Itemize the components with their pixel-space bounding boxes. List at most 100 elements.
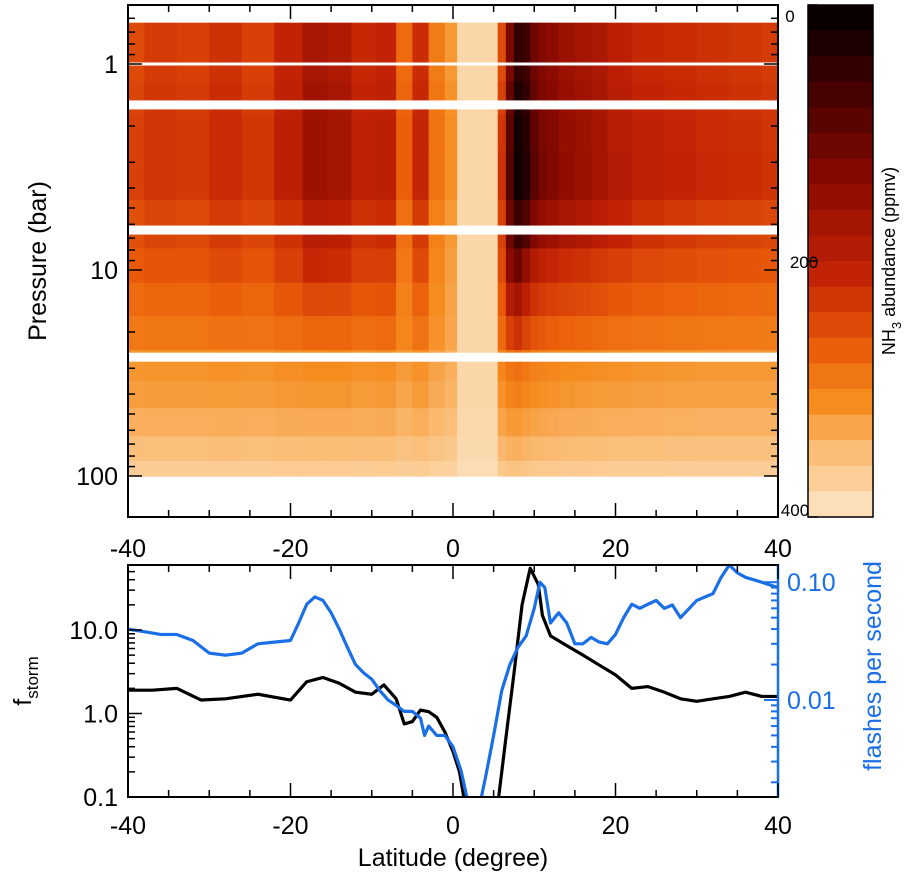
heatmap-cell [465, 56, 474, 82]
bottom-x-tick-label: -20 [272, 812, 308, 840]
heatmap-cell [128, 381, 145, 409]
heatmap-cell [144, 114, 178, 152]
heatmap-cell [546, 56, 560, 82]
heatmap-cell [489, 316, 499, 351]
colorbar-step [808, 209, 873, 236]
heatmap-cell [444, 81, 458, 115]
heatmap-cell [176, 81, 210, 115]
heatmap-cell [428, 56, 446, 82]
heatmap-cell [574, 381, 592, 409]
heatmap-cell [530, 350, 539, 382]
heatmap-cell [558, 408, 576, 437]
heatmap-cell [428, 460, 446, 477]
heatmap-cell [327, 199, 353, 250]
heatmap-cell [241, 56, 275, 82]
heatmap-cell [574, 316, 592, 351]
colorbar-step [808, 465, 873, 492]
heatmap-cell [327, 248, 353, 284]
heatmap-cell [144, 151, 178, 201]
heatmap-cell [144, 436, 178, 462]
heatmap-cell [351, 22, 377, 57]
heatmap-cell [209, 151, 243, 201]
colorbar-step [808, 491, 873, 518]
heatmap-cell [465, 199, 474, 250]
heatmap-cell [302, 22, 328, 57]
heatmap-cell [513, 381, 523, 409]
heatmap-cell [327, 436, 353, 462]
heatmap-cell [327, 282, 353, 317]
heatmap-cell [497, 151, 507, 201]
heatmap-cell [302, 114, 328, 152]
heatmap-cell [396, 316, 413, 351]
heatmap-cell [144, 381, 178, 409]
heatmap-cell [591, 381, 608, 409]
heatmap-cell [396, 381, 413, 409]
heatmap-cell [761, 248, 778, 284]
heatmap-cell [513, 151, 523, 201]
top-y-tick-label: 10 [90, 257, 118, 285]
heatmap-cell [497, 381, 507, 409]
heatmap-cell [412, 436, 430, 462]
heatmap-cell [457, 56, 466, 82]
heatmap-cell [412, 22, 430, 57]
bottom-x-tick-label: -40 [110, 812, 146, 840]
heatmap-cell [481, 381, 491, 409]
heatmap-cell [664, 248, 698, 284]
heatmap-cell [631, 282, 665, 317]
heatmap-cell [428, 316, 446, 351]
heatmap-cell [761, 22, 778, 57]
heatmap-cell [481, 460, 491, 477]
heatmap-cell [631, 460, 665, 477]
heatmap-cell [375, 316, 397, 351]
heatmap-cell [176, 316, 210, 351]
heatmap-cell [375, 56, 397, 82]
heatmap-cell [176, 22, 210, 57]
bottom-left-axis-label-sub: storm [23, 656, 42, 699]
heatmap-cell [176, 114, 210, 152]
heatmap-cell [505, 56, 515, 82]
heatmap-cell [696, 408, 730, 437]
heatmap-cell [473, 408, 483, 437]
heatmap-cell [664, 151, 698, 201]
heatmap-cell [396, 199, 413, 250]
heatmap-cell [513, 408, 523, 437]
heatmap-cell [489, 381, 499, 409]
heatmap-cell [351, 56, 377, 82]
heatmap-cell [176, 151, 210, 201]
heatmap-cell [530, 316, 539, 351]
bottom-right-axis-label: flashes per second [859, 561, 887, 771]
heatmap-cell [546, 282, 560, 317]
heatmap-cell [607, 114, 633, 152]
heatmap-cell [473, 316, 483, 351]
heatmap-cell [457, 436, 466, 462]
heatmap-cell [761, 282, 778, 317]
nh3-heatmap [128, 22, 778, 477]
heatmap-cell [302, 248, 328, 284]
heatmap-cell [591, 460, 608, 477]
heatmap-cell [761, 199, 778, 250]
heatmap-cell [522, 436, 531, 462]
heatmap-cell [538, 81, 548, 115]
heatmap-cell [481, 316, 491, 351]
bottom-x-tick-label: 40 [764, 812, 792, 840]
heatmap-cell [574, 81, 592, 115]
heatmap-cell [444, 316, 458, 351]
heatmap-cell [591, 56, 608, 82]
heatmap-cell [274, 81, 304, 115]
heatmap-cell [538, 56, 548, 82]
heatmap-cell [428, 436, 446, 462]
heatmap-cell [302, 81, 328, 115]
heatmap-cell [530, 408, 539, 437]
heatmap-cell [176, 56, 210, 82]
heatmap-cell [241, 408, 275, 437]
bottom-left-axis-label: fstorm [9, 656, 42, 705]
heatmap-cell [209, 56, 243, 82]
heatmap-cell [530, 22, 539, 57]
heatmap-cell [209, 408, 243, 437]
heatmap-cell [209, 81, 243, 115]
heatmap-cell [241, 381, 275, 409]
bottom-x-tick-label: 20 [602, 812, 630, 840]
heatmap-cell [396, 248, 413, 284]
right-y-tick-label: 0.10 [787, 569, 836, 597]
heatmap-cell [505, 22, 515, 57]
